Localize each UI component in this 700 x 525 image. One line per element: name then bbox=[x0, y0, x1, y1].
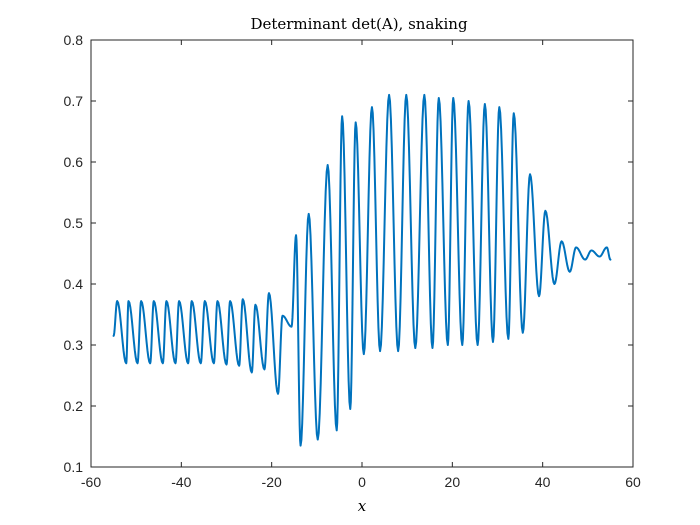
x-tick-label: 20 bbox=[445, 474, 461, 490]
x-tick-label: -60 bbox=[81, 474, 101, 490]
x-axis-label: x bbox=[358, 497, 367, 515]
series-line-det-a bbox=[112, 93, 612, 447]
x-tick-label: 0 bbox=[358, 474, 366, 490]
y-tick-label: 0.1 bbox=[64, 459, 84, 475]
y-tick-label: 0.5 bbox=[64, 215, 84, 231]
chart-title: Determinant det(A), snaking bbox=[250, 15, 467, 33]
y-tick-label: 0.3 bbox=[64, 337, 84, 353]
y-axis: 0.1 0.2 0.3 0.4 0.5 0.6 0.7 0.8 bbox=[64, 32, 633, 475]
x-tick-label: -40 bbox=[171, 474, 191, 490]
y-tick-label: 0.4 bbox=[64, 276, 84, 292]
y-tick-label: 0.2 bbox=[64, 398, 84, 414]
x-tick-label: -20 bbox=[262, 474, 282, 490]
x-tick-label: 40 bbox=[535, 474, 551, 490]
y-tick-label: 0.6 bbox=[64, 154, 84, 170]
y-tick-label: 0.7 bbox=[64, 93, 84, 109]
x-axis: -60 -40 -20 0 20 40 60 bbox=[81, 40, 641, 490]
y-tick-label: 0.8 bbox=[64, 32, 84, 48]
x-tick-label: 60 bbox=[625, 474, 641, 490]
